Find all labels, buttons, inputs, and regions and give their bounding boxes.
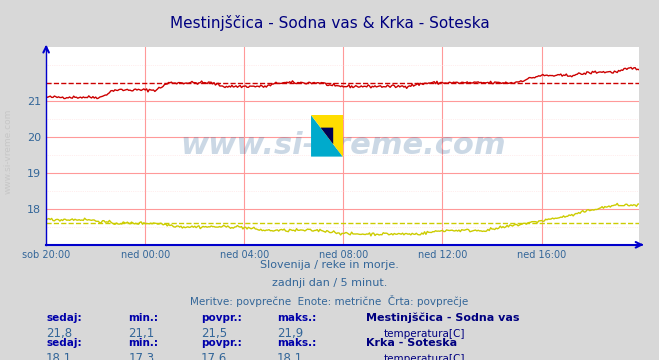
Text: 21,9: 21,9 [277, 327, 303, 339]
Text: 18,1: 18,1 [277, 352, 303, 360]
Text: 21,8: 21,8 [46, 327, 72, 339]
Text: maks.:: maks.: [277, 338, 316, 348]
Text: Meritve: povprečne  Enote: metrične  Črta: povprečje: Meritve: povprečne Enote: metrične Črta:… [190, 294, 469, 307]
Text: min.:: min.: [129, 313, 159, 323]
Text: 21,1: 21,1 [129, 327, 155, 339]
Text: Slovenija / reke in morje.: Slovenija / reke in morje. [260, 260, 399, 270]
Polygon shape [311, 115, 343, 157]
Text: temperatura[C]: temperatura[C] [384, 329, 465, 339]
Text: Mestinjščica - Sodna vas: Mestinjščica - Sodna vas [366, 312, 519, 323]
Text: temperatura[C]: temperatura[C] [384, 354, 465, 360]
Text: povpr.:: povpr.: [201, 313, 242, 323]
Text: 18,1: 18,1 [46, 352, 72, 360]
Text: maks.:: maks.: [277, 313, 316, 323]
Text: sedaj:: sedaj: [46, 338, 82, 348]
Text: Krka - Soteska: Krka - Soteska [366, 338, 457, 348]
Text: www.si-vreme.com: www.si-vreme.com [180, 131, 505, 160]
Polygon shape [311, 115, 343, 157]
Text: min.:: min.: [129, 338, 159, 348]
Text: zadnji dan / 5 minut.: zadnji dan / 5 minut. [272, 278, 387, 288]
Text: Mestinjščica - Sodna vas & Krka - Soteska: Mestinjščica - Sodna vas & Krka - Sotesk… [169, 15, 490, 31]
Text: www.si-vreme.com: www.si-vreme.com [3, 108, 13, 194]
Text: 17,3: 17,3 [129, 352, 155, 360]
Text: 17,6: 17,6 [201, 352, 227, 360]
Polygon shape [320, 128, 333, 144]
Text: 21,5: 21,5 [201, 327, 227, 339]
Text: povpr.:: povpr.: [201, 338, 242, 348]
Text: sedaj:: sedaj: [46, 313, 82, 323]
